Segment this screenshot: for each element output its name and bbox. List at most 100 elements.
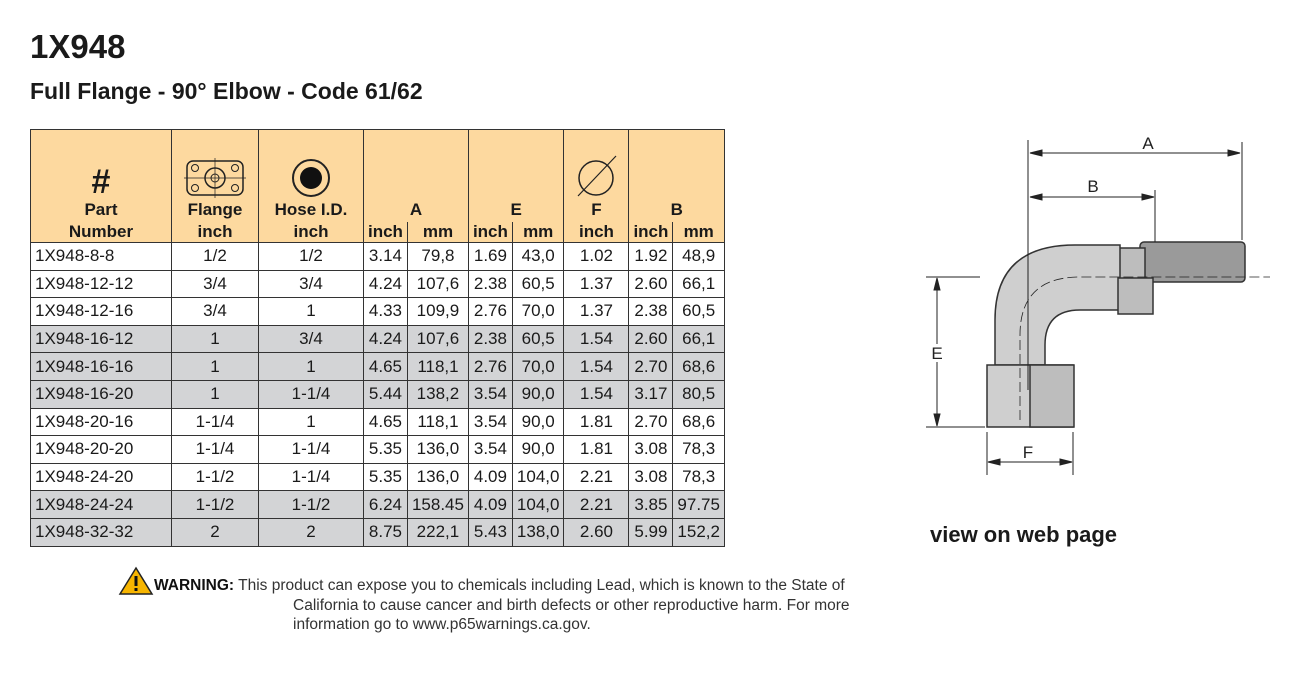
label: B	[670, 200, 683, 219]
table-cell: 5.44	[363, 379, 408, 409]
table-cell: 1.54	[563, 379, 630, 409]
warning-text: This product can expose you to chemicals…	[238, 577, 850, 633]
dim-label: B	[1087, 177, 1098, 196]
table-cell: 4.33	[363, 297, 408, 326]
web-link[interactable]: view on web page	[930, 522, 1118, 547]
table-row: 1X948-24-24 1-1/2 1-1/2 6.24 158.45 4.09 104,0…	[30, 490, 725, 519]
table-body: 1X948-8-8 1/2 1/2 3.14 79,8 1.69 43,0 1.02 1.92 4…	[30, 242, 725, 547]
table-cell: 1	[258, 297, 364, 326]
table-cell: 1-1/2	[258, 490, 364, 519]
table-cell: 1X948-8-8	[30, 242, 172, 271]
table-cell: 104,0	[511, 490, 565, 519]
table-cell: 4.24	[363, 269, 408, 299]
symbol: #	[91, 163, 111, 201]
table-row: 1X948-8-8 1/2 1/2 3.14 79,8 1.69 43,0 1.02 1.92 4…	[30, 242, 725, 271]
table-cell: 48,9	[672, 242, 725, 271]
table-cell: 1X948-12-12	[30, 269, 172, 299]
table-cell: 1-1/4	[171, 435, 259, 464]
flange-icon	[184, 158, 246, 198]
table-cell: 70,0	[511, 297, 565, 326]
unit-cell: inch	[467, 222, 513, 243]
table-cell: 2.21	[563, 462, 630, 492]
table-cell: 2.60	[628, 324, 674, 354]
table-cell: 1	[171, 324, 259, 354]
table-row: 1X948-16-12 1 3/4 4.24 107,6 2.38 60,5 1.54 2.60…	[30, 324, 725, 354]
table-cell: 138,0	[511, 517, 565, 547]
table-cell: 6.24	[363, 490, 408, 519]
warning-label: WARNING:	[154, 577, 235, 594]
table-row: 1X948-20-16 1-1/4 1 4.65 118,1 3.54 90,0 1.81 2.…	[30, 407, 725, 437]
table-cell: 5.35	[363, 462, 408, 492]
table-cell: 2	[258, 517, 364, 547]
table-cell: 60,5	[672, 297, 725, 326]
table-cell: 90,0	[511, 407, 565, 437]
table-cell: 1X948-12-16	[30, 297, 172, 326]
table-cell: 90,0	[511, 379, 565, 409]
table-cell: 66,1	[672, 324, 725, 354]
dim-label: F	[1023, 443, 1033, 462]
table-cell: 60,5	[511, 269, 565, 299]
table-cell: 136,0	[406, 435, 469, 464]
table-cell: 1/2	[258, 242, 364, 271]
label: F	[591, 200, 602, 219]
table-cell: 3.54	[467, 407, 513, 437]
label: E	[510, 200, 522, 219]
table-cell: 80,5	[672, 379, 725, 409]
table-cell: 3/4	[171, 297, 259, 326]
table-cell: 1-1/4	[258, 435, 364, 464]
table-row: 1X948-20-20 1-1/4 1-1/4 5.35 136,0 3.54 90,0 1.…	[30, 435, 725, 464]
table-cell: 2.76	[467, 297, 513, 326]
table-cell: 3.54	[467, 379, 513, 409]
unit-cell: inch	[363, 222, 408, 243]
table-cell: 1.54	[563, 324, 630, 354]
table-cell: 78,3	[672, 462, 725, 492]
table-cell: 1	[258, 407, 364, 437]
unit-cell: mm	[672, 222, 725, 243]
table-cell: 1-1/2	[171, 490, 259, 519]
table-cell: 1.92	[628, 242, 674, 271]
diameter-icon	[578, 155, 617, 197]
table-cell: 1.54	[563, 352, 630, 381]
table-cell: 4.65	[363, 407, 408, 437]
warning-icon	[118, 566, 154, 595]
table-cell: 158.45	[406, 490, 469, 519]
table-cell: 2.60	[628, 269, 674, 299]
table-cell: 1-1/4	[258, 379, 364, 409]
table-cell: 107,6	[406, 324, 469, 354]
table-row: 1X948-12-12 3/4 3/4 4.24 107,6 2.38 60,5 1.37 2.…	[30, 269, 725, 299]
table-cell: 1X948-16-20	[30, 379, 172, 409]
header-cell: Hose I.D.	[258, 129, 364, 222]
header-cell: E	[467, 129, 565, 222]
table-cell: 1-1/4	[171, 407, 259, 437]
table-row: 1X948-16-20 1 1-1/4 5.44 138,2 3.54 90,0 1.54 3.…	[30, 379, 725, 409]
table-cell: 118,1	[406, 352, 469, 381]
unit-cell: inch	[258, 222, 364, 243]
table-cell: 138,2	[406, 379, 469, 409]
table-cell: 3.08	[628, 462, 674, 492]
dim-label: E	[931, 344, 942, 363]
table-cell: 97.75	[672, 490, 725, 519]
table-cell: 3.54	[467, 435, 513, 464]
table-cell: 4.09	[467, 490, 513, 519]
header-row: # Part Flange Hose I.D. A E F B	[30, 129, 725, 222]
table-cell: 222,1	[406, 517, 469, 547]
table-cell: 43,0	[511, 242, 565, 271]
table-cell: 1/2	[171, 242, 259, 271]
table-cell: 104,0	[511, 462, 565, 492]
table-cell: 4.65	[363, 352, 408, 381]
table-cell: 2.70	[628, 407, 674, 437]
table-cell: 152,2	[672, 517, 725, 547]
table-cell: 1.37	[563, 269, 630, 299]
unit-cell: Number	[30, 222, 172, 243]
table-cell: 1.81	[563, 407, 630, 437]
table-cell: 1.69	[467, 242, 513, 271]
table-cell: 2.60	[563, 517, 630, 547]
table-cell: 1.37	[563, 297, 630, 326]
spec-table: # Part Flange Hose I.D. A E F B Number inc…	[30, 129, 725, 547]
table-cell: 1.02	[563, 242, 630, 271]
unit-cell: mm	[406, 222, 469, 243]
unit-cell: inch	[171, 222, 259, 243]
dim-label: A	[1142, 134, 1154, 153]
table-cell: 1X948-20-16	[30, 407, 172, 437]
